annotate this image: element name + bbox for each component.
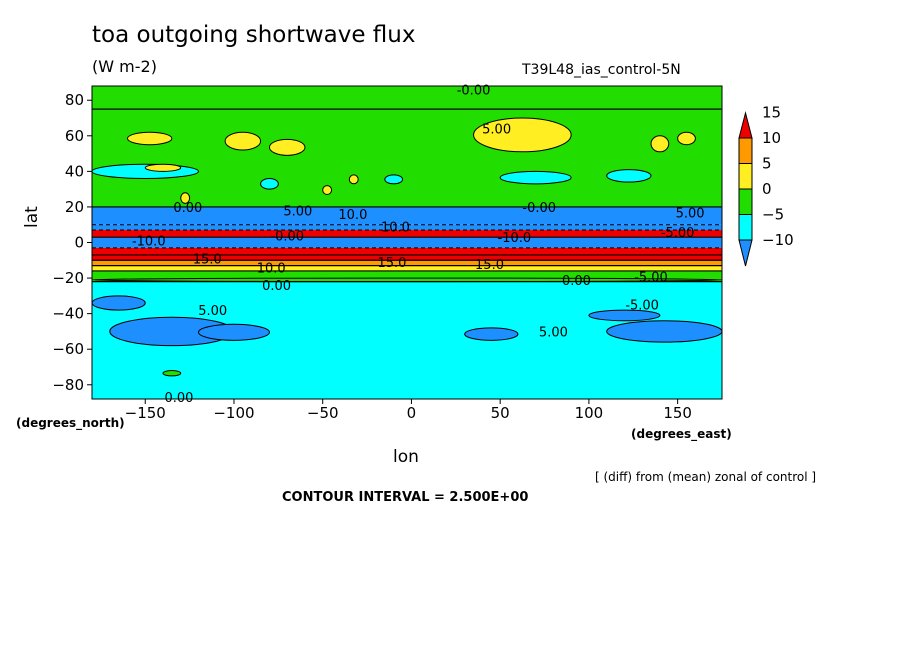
x-tick-label: −50 xyxy=(307,404,339,422)
footer-note: [ (diff) from (mean) zonal of control ] xyxy=(595,470,817,484)
contour-label: -5.00 xyxy=(661,226,695,241)
anomaly-patch xyxy=(92,295,146,311)
contour-labels: -0.00 5.00 0.00 5.00 10.0 -0.00 5.00 10.0 -10.0 -… xyxy=(132,84,705,407)
contour-label: -10.0 xyxy=(132,235,166,250)
contour-label: 5.00 xyxy=(198,304,227,319)
contour-label: 15.0 xyxy=(475,258,504,273)
colorbar-label: 15 xyxy=(762,104,781,122)
contour-label: -0.00 xyxy=(522,201,556,216)
colorbar-segment xyxy=(738,188,753,215)
contour-label: 5.00 xyxy=(676,206,705,221)
colorbar-triangle-bottom xyxy=(738,239,753,267)
x-tick-label: 0 xyxy=(407,404,417,422)
colorbar-label: 10 xyxy=(762,129,781,147)
contour-label: 0.00 xyxy=(164,391,193,406)
zonal-band xyxy=(92,265,722,271)
contour-label: -0.00 xyxy=(270,229,304,244)
colorbar-triangle-top xyxy=(738,111,753,139)
x-tick-label: 100 xyxy=(575,404,604,422)
contour-label: -0.00 xyxy=(457,84,491,99)
chart-units: (W m-2) xyxy=(92,57,157,76)
contour-label: 0.00 xyxy=(173,201,202,216)
contour-label: -5.00 xyxy=(625,299,659,314)
anomaly-patch xyxy=(322,185,333,195)
x-tick-label: −150 xyxy=(125,404,166,422)
anomaly-patch xyxy=(197,323,270,341)
y-tick-label: −40 xyxy=(52,305,84,323)
anomaly-patch xyxy=(348,174,359,185)
zonal-band xyxy=(92,109,722,207)
anomaly-patch xyxy=(144,163,182,172)
y-tick-label: −20 xyxy=(52,269,84,287)
anomaly-patch xyxy=(92,163,199,179)
y-tick-label: 60 xyxy=(65,127,84,145)
contour-label: 5.00 xyxy=(539,325,568,340)
anomaly-patch xyxy=(224,131,262,151)
zonal-band xyxy=(92,86,722,110)
anomaly-patch xyxy=(473,117,572,153)
anomaly-patch xyxy=(268,138,306,156)
run-name: T39L48_ias_control-5N xyxy=(522,62,681,78)
x-units-note: (degrees_east) xyxy=(631,427,732,441)
colorbar: −10 −5 0 5 10 15 xyxy=(738,104,794,267)
anomaly-patch xyxy=(677,131,696,146)
anomaly-patch xyxy=(606,320,722,343)
anomaly-patch xyxy=(384,174,404,185)
contour-label: 15.0 xyxy=(377,256,406,271)
zonal-band xyxy=(92,260,722,266)
zonal-band xyxy=(92,247,722,255)
anomaly-patch xyxy=(499,170,572,185)
colorbar-label: −10 xyxy=(762,231,794,249)
anomaly-patch xyxy=(180,192,191,204)
zonal-band xyxy=(92,254,722,261)
y-tick-label: −80 xyxy=(52,376,84,394)
contour-label: 15.0 xyxy=(193,253,222,268)
zonal-band xyxy=(92,206,722,225)
field-fill xyxy=(92,86,722,399)
colorbar-label: −5 xyxy=(762,206,784,224)
contour-label: 5.00 xyxy=(482,123,511,138)
colorbar-label: 5 xyxy=(762,155,772,173)
anomaly-patch xyxy=(650,135,670,153)
y-tick-label: 0 xyxy=(74,234,84,252)
x-tick-label: 50 xyxy=(491,404,510,422)
anomaly-patch xyxy=(162,370,182,377)
contour-label: -5.00 xyxy=(634,270,668,285)
contour-label: 10.0 xyxy=(338,208,367,223)
contour-label: 10.0 xyxy=(257,261,286,276)
contour-label: 0.00 xyxy=(562,274,591,289)
anomaly-patch xyxy=(126,131,173,146)
axes: −150 −100 −50 0 50 100 150 −80 −60 −40 −20 0 20 40 60 8… xyxy=(52,91,692,422)
chart-title: toa outgoing shortwave flux xyxy=(92,22,416,48)
x-tick-label: 150 xyxy=(663,404,692,422)
contour-label: 0.00 xyxy=(262,279,291,294)
y-units-note: (degrees_north) xyxy=(16,416,125,430)
y-tick-label: −60 xyxy=(52,340,84,358)
contour-label: -10.0 xyxy=(498,231,532,246)
colorbar-label: 0 xyxy=(762,180,772,198)
x-tick-label: −100 xyxy=(213,404,254,422)
contour-interval: CONTOUR INTERVAL = 2.500E+00 xyxy=(282,490,529,505)
anomaly-patch xyxy=(464,327,519,341)
anomaly-patch xyxy=(606,169,652,183)
zonal-band xyxy=(92,237,722,248)
x-axis-label: lon xyxy=(393,447,419,467)
y-tick-label: 80 xyxy=(65,91,84,109)
colorbar-segment xyxy=(738,163,753,190)
colorbar-segment xyxy=(738,137,753,164)
contour-label: 10.0 xyxy=(381,220,410,235)
colorbar-segment xyxy=(738,214,753,241)
y-tick-label: 40 xyxy=(65,162,84,180)
anomaly-patch xyxy=(588,309,661,322)
zonal-band xyxy=(92,230,722,238)
zonal-band xyxy=(92,224,722,231)
contour-label: 5.00 xyxy=(283,204,312,219)
y-tick-label: 20 xyxy=(65,198,84,216)
zonal-band xyxy=(92,270,722,282)
anomaly-patch xyxy=(260,177,279,190)
